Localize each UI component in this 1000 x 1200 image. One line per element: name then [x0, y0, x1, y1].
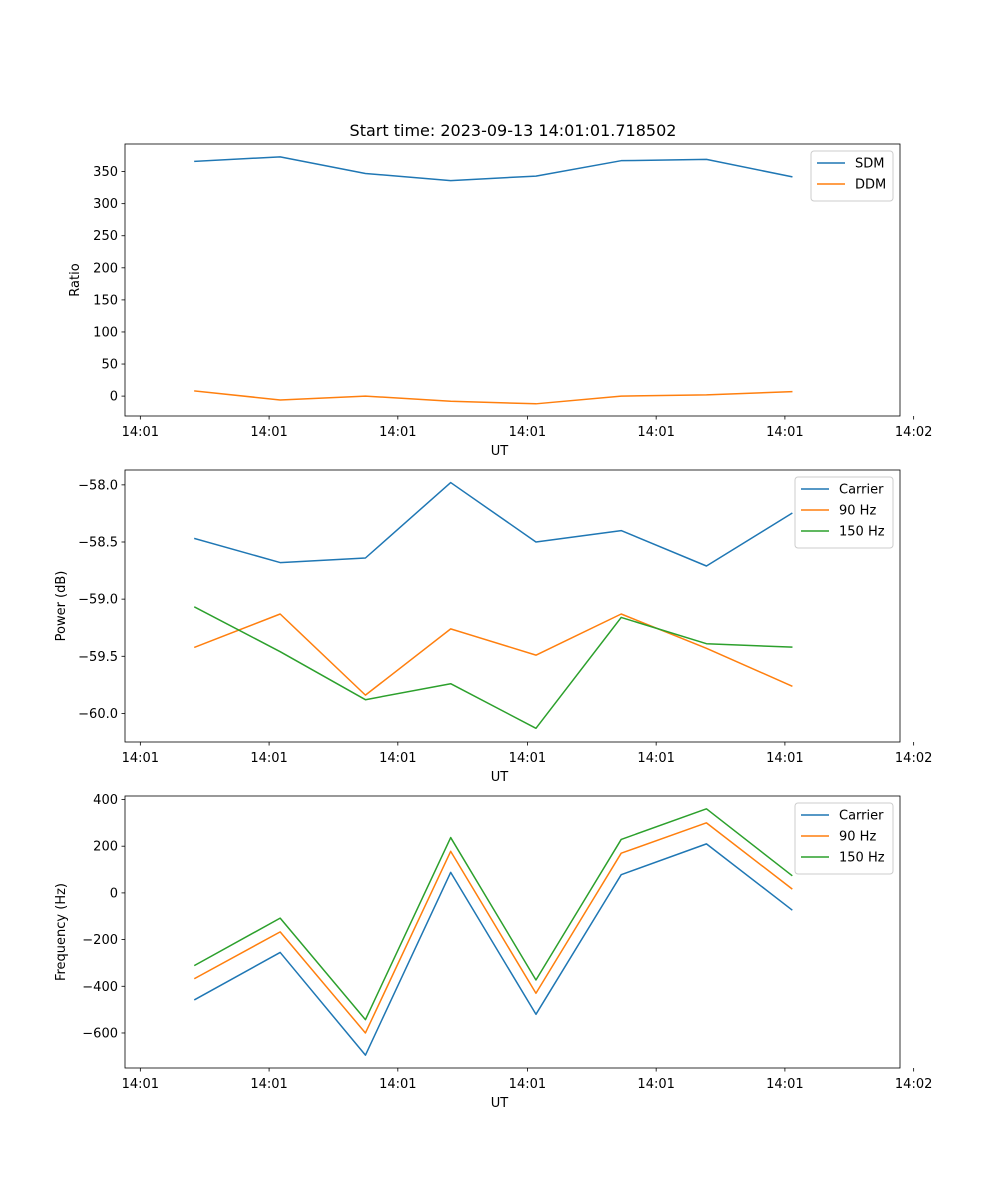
x-tick-label: 14:01 — [379, 1077, 416, 1092]
y-tick-label: −600 — [82, 1026, 118, 1041]
y-tick-label: 0 — [110, 390, 118, 405]
y-tick-label: 0 — [110, 886, 118, 901]
legend-label: Carrier — [839, 809, 884, 824]
axes-frame — [124, 469, 901, 743]
legend-label: 150 Hz — [839, 851, 885, 866]
chart-title: Start time: 2023-09-13 14:01:01.718502 — [350, 121, 677, 140]
x-tick-label: 14:01 — [637, 1077, 674, 1092]
x-tick-label: 14:01 — [509, 1077, 546, 1092]
axes-frame — [124, 143, 901, 417]
series-line-sdm — [194, 156, 793, 182]
y-tick-label: 300 — [93, 197, 118, 212]
y-tick-label: 150 — [93, 293, 118, 308]
legend: SDM DDM — [810, 150, 894, 202]
y-axis-label: Power (dB) — [54, 571, 69, 642]
series-line-150-hz — [193, 808, 793, 1021]
legend-label: Carrier — [839, 483, 884, 498]
x-tick-label: 14:01 — [122, 751, 159, 766]
legend-label: SDM — [855, 157, 884, 172]
x-tick-label: 14:01 — [766, 751, 803, 766]
y-tick-label: 350 — [93, 165, 118, 180]
x-tick-label: 14:01 — [379, 425, 416, 440]
series-line-carrier — [193, 481, 793, 567]
x-tick-label: 14:01 — [122, 425, 159, 440]
legend-label: DDM — [855, 178, 886, 193]
chart-panel-3: 14:01 14:01 14:01 14:01 14:01 14:01 14:02 −600 −… — [54, 793, 932, 1111]
x-tick-label: 14:01 — [250, 1077, 287, 1092]
x-tick-label: 14:01 — [766, 1077, 803, 1092]
legend-label: 90 Hz — [839, 504, 876, 519]
y-tick-label: −58.5 — [78, 536, 118, 551]
x-tick-label: 14:01 — [250, 425, 287, 440]
chart-panel-2: 14:01 14:01 14:01 14:01 14:01 14:01 14:02 −60.0… — [54, 469, 932, 785]
legend: Carrier 90 Hz 150 Hz — [794, 476, 894, 549]
y-tick-label: −58.0 — [78, 478, 118, 493]
y-axis-label: Ratio — [68, 263, 83, 296]
y-tick-label: 50 — [101, 358, 118, 373]
x-tick-label: 14:01 — [122, 1077, 159, 1092]
x-tick-label: 14:01 — [250, 751, 287, 766]
y-axis-label: Frequency (Hz) — [54, 883, 69, 981]
y-tick-label: 200 — [93, 840, 118, 855]
series-line-90-hz — [193, 613, 793, 696]
y-tick-label: −59.5 — [78, 650, 118, 665]
y-tick-label: −200 — [82, 933, 118, 948]
x-tick-label: 14:01 — [509, 751, 546, 766]
y-tick-label: −59.0 — [78, 593, 118, 608]
x-tick-label: 14:02 — [895, 425, 932, 440]
y-tick-label: 100 — [93, 325, 118, 340]
x-tick-label: 14:01 — [766, 425, 803, 440]
x-axis-label: UT — [491, 770, 509, 785]
series-line-carrier — [193, 843, 793, 1056]
series-line-ddm — [194, 390, 793, 405]
series-line-90-hz — [193, 822, 793, 1034]
y-tick-label: −60.0 — [78, 707, 118, 722]
series-line-150-hz — [193, 606, 793, 730]
legend: Carrier 90 Hz 150 Hz — [794, 802, 894, 875]
x-tick-label: 14:02 — [895, 1077, 932, 1092]
legend-label: 150 Hz — [839, 525, 885, 540]
x-axis-label: UT — [491, 444, 509, 459]
axes-frame — [124, 795, 901, 1069]
x-axis-label: UT — [491, 1096, 509, 1111]
y-tick-label: 200 — [93, 261, 118, 276]
legend-label: 90 Hz — [839, 830, 876, 845]
x-tick-label: 14:02 — [895, 751, 932, 766]
y-tick-label: 400 — [93, 793, 118, 808]
x-tick-label: 14:01 — [379, 751, 416, 766]
x-tick-label: 14:01 — [637, 751, 674, 766]
x-tick-label: 14:01 — [637, 425, 674, 440]
y-tick-label: −400 — [82, 980, 118, 995]
chart-panel-1: 14:01 14:01 14:01 14:01 14:01 14:01 14:02 0 50 10… — [68, 143, 932, 459]
x-tick-label: 14:01 — [509, 425, 546, 440]
y-tick-label: 250 — [93, 229, 118, 244]
